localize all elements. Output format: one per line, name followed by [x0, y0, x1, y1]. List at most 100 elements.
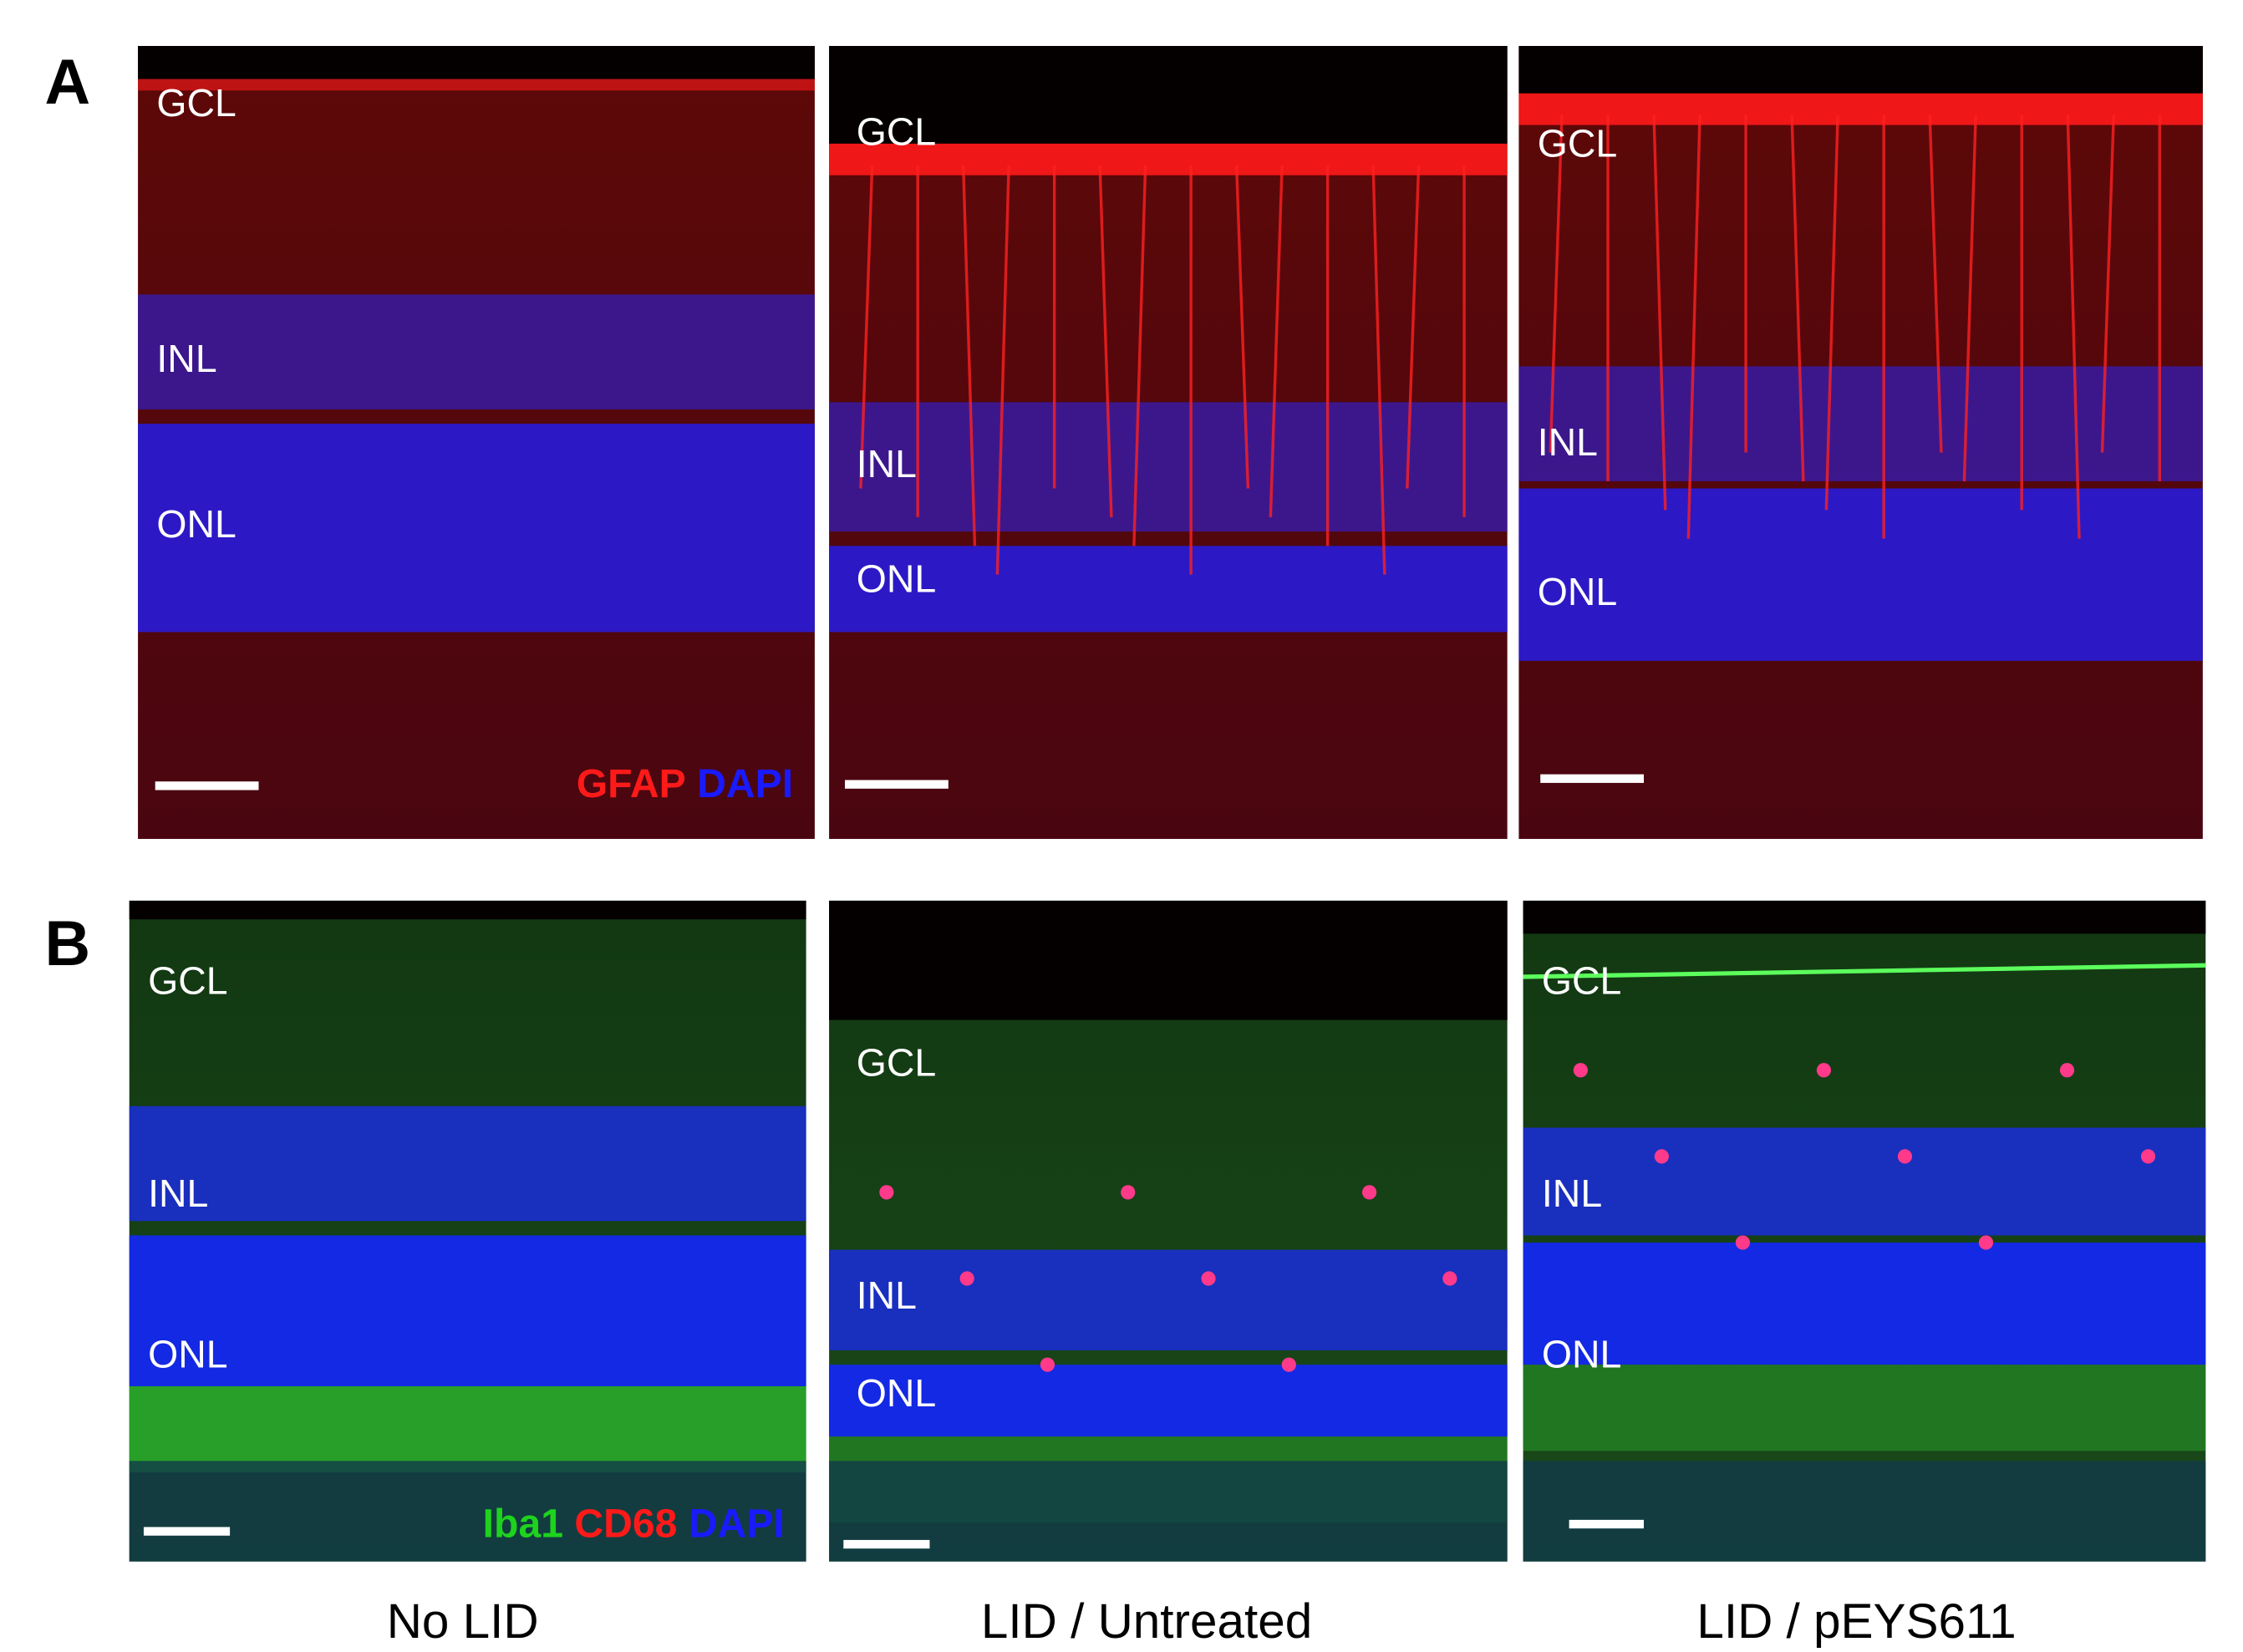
vitreous — [829, 46, 1508, 144]
scale-bar — [843, 1539, 930, 1549]
column-label: LID / pEYS611 — [1696, 1594, 2016, 1649]
stain-space — [563, 1501, 574, 1546]
panel-letter: A — [44, 48, 90, 118]
stain-name: CD68 — [574, 1501, 677, 1546]
microglia — [1362, 1185, 1377, 1200]
rpe-choroid — [1523, 1461, 2206, 1562]
layer-label: INL — [148, 1172, 208, 1215]
muller-fiber — [1824, 114, 1839, 511]
vitreous — [1523, 900, 2206, 934]
scale-bar — [845, 780, 949, 789]
microglia — [1978, 1235, 1994, 1250]
micrograph — [1523, 900, 2206, 1562]
layer-label: GCL — [1538, 121, 1617, 165]
stain-name: GFAP — [577, 761, 686, 806]
microglia — [1121, 1185, 1136, 1200]
muller-fiber — [1652, 114, 1667, 511]
muller-fiber — [1098, 165, 1113, 517]
stain-space — [677, 1501, 688, 1546]
muller-fiber — [961, 165, 977, 546]
layer-label: ONL — [857, 557, 936, 600]
microglia — [1281, 1357, 1296, 1372]
inl-nuclei — [829, 1249, 1508, 1350]
micrograph — [829, 46, 1508, 839]
column-label: No LID — [387, 1594, 539, 1649]
layer-label: ONL — [1538, 570, 1617, 613]
stain-name: Iba1 — [483, 1501, 563, 1546]
microglia — [959, 1271, 974, 1286]
layer-label: INL — [1542, 1172, 1602, 1215]
layer-label: GCL — [857, 110, 936, 154]
vitreous — [138, 46, 815, 79]
microglia — [1573, 1063, 1588, 1078]
stain-name: DAPI — [697, 761, 793, 806]
muller-fiber — [1549, 114, 1564, 453]
layer-label: GCL — [156, 81, 236, 125]
vitreous — [829, 900, 1508, 1020]
ilm-microglia — [1523, 963, 2206, 979]
micrograph — [129, 900, 806, 1562]
muller-fiber — [1928, 114, 1943, 453]
onl-nuclei — [129, 1235, 806, 1386]
gfap-surface — [138, 79, 815, 91]
layer-label: GCL — [148, 959, 227, 1003]
muller-fiber — [1371, 165, 1386, 575]
microglia — [879, 1185, 894, 1200]
stain-legend: GFAP DAPI — [577, 761, 793, 806]
microglia — [1442, 1271, 1457, 1286]
layer-label: ONL — [1542, 1333, 1621, 1376]
microglia — [1897, 1149, 1913, 1164]
microglia — [1735, 1235, 1750, 1250]
inl-nuclei — [1523, 1127, 2206, 1236]
layer-label: GCL — [1542, 959, 1621, 1003]
scale-bar — [1540, 774, 1645, 783]
muller-fiber — [1790, 114, 1805, 481]
scale-bar — [143, 1527, 231, 1536]
muller-fiber — [1234, 165, 1250, 489]
muller-fiber — [859, 165, 874, 489]
stain-legend: Iba1 CD68 DAPI — [483, 1501, 785, 1546]
layer-label: INL — [156, 337, 216, 380]
microglia — [1816, 1063, 1832, 1078]
inl-nuclei — [138, 294, 815, 409]
microglia — [2140, 1149, 2156, 1164]
panel-letter: B — [44, 909, 90, 979]
inl-nuclei — [129, 1106, 806, 1222]
microglia — [1201, 1271, 1216, 1286]
microglia — [2059, 1063, 2075, 1078]
muller-fiber — [2100, 114, 2115, 453]
photoreceptor-segments — [1523, 1365, 2206, 1451]
micrograph — [829, 900, 1508, 1562]
scale-bar — [155, 781, 259, 790]
inl-nuclei — [829, 402, 1508, 532]
muller-fiber — [1132, 165, 1147, 546]
vitreous — [129, 900, 806, 920]
onl-nuclei — [1518, 488, 2203, 661]
gfap-surface — [829, 143, 1508, 175]
muller-fiber — [1962, 114, 1977, 481]
onl-nuclei — [1523, 1243, 2206, 1365]
column-label: LID / Untreated — [981, 1594, 1312, 1649]
muller-fiber — [2066, 114, 2081, 539]
inl-nuclei — [1518, 366, 2203, 481]
layer-label: ONL — [156, 502, 236, 546]
layer-label: INL — [857, 1273, 917, 1317]
stain-name: DAPI — [689, 1501, 785, 1546]
microglia — [1040, 1357, 1055, 1372]
layer-label: ONL — [148, 1333, 227, 1376]
micrograph — [1518, 46, 2203, 839]
muller-fiber — [1686, 114, 1701, 539]
muller-fiber — [995, 165, 1010, 575]
onl-nuclei — [138, 424, 815, 633]
rpe-choroid — [129, 1461, 806, 1562]
microglia — [1654, 1149, 1669, 1164]
layer-label: ONL — [857, 1371, 936, 1415]
photoreceptor-segments — [129, 1385, 806, 1473]
muller-fiber — [1269, 165, 1284, 517]
layer-label: INL — [1538, 420, 1598, 464]
stain-space — [686, 761, 697, 806]
onl-nuclei — [829, 1365, 1508, 1437]
muller-fiber — [1406, 165, 1421, 489]
